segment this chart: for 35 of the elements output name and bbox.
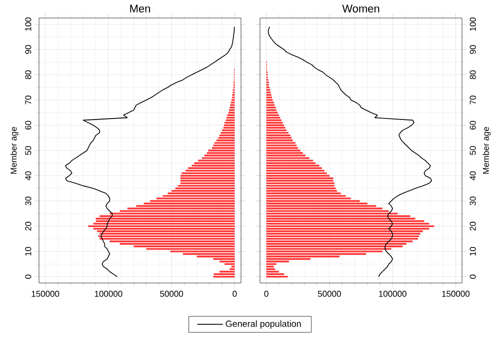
x-tick-label: 100000 <box>379 290 406 297</box>
y-tick-label: 10 <box>25 247 32 256</box>
y-tick-label: 20 <box>470 222 476 231</box>
x-tick-label: 50000 <box>318 290 341 297</box>
y-tick-label: 70 <box>25 96 32 104</box>
x-tick-label: 50000 <box>160 290 184 297</box>
x-tick-label: 150000 <box>32 290 60 297</box>
y-tick-label: 60 <box>470 120 476 130</box>
y-tick-label: 30 <box>25 196 32 206</box>
y-tick-label: 60 <box>25 120 32 130</box>
y-axis-title: Member age <box>10 127 18 174</box>
y-tick-label: 50 <box>470 146 476 155</box>
y-tick-label: 100 <box>25 18 32 31</box>
chart-title: Women <box>342 4 380 12</box>
y-tick-label: 100 <box>470 18 476 31</box>
legend-label: General population <box>226 320 301 329</box>
y-tick-label: 90 <box>470 45 476 54</box>
y-tick-label: 0 <box>25 274 32 279</box>
x-tick-label: 150000 <box>442 290 470 297</box>
x-tick-label: 100000 <box>94 290 122 297</box>
y-tick-label: 20 <box>25 222 32 231</box>
y-tick-label: 30 <box>470 196 476 206</box>
y-tick-label: 40 <box>25 171 32 180</box>
y-axis-title: Member age <box>482 127 491 174</box>
y-tick-label: 10 <box>470 247 476 256</box>
y-tick-label: 40 <box>470 171 476 180</box>
y-tick-label: 80 <box>470 70 476 80</box>
y-tick-label: 90 <box>25 45 32 54</box>
y-tick-label: 50 <box>25 146 32 155</box>
chart-title: Men <box>130 4 150 12</box>
y-tick-label: 0 <box>470 274 476 279</box>
y-tick-label: 70 <box>470 96 476 104</box>
x-tick-label: 0 <box>264 290 268 297</box>
x-tick-label: 0 <box>232 290 237 297</box>
y-tick-label: 80 <box>25 70 32 80</box>
